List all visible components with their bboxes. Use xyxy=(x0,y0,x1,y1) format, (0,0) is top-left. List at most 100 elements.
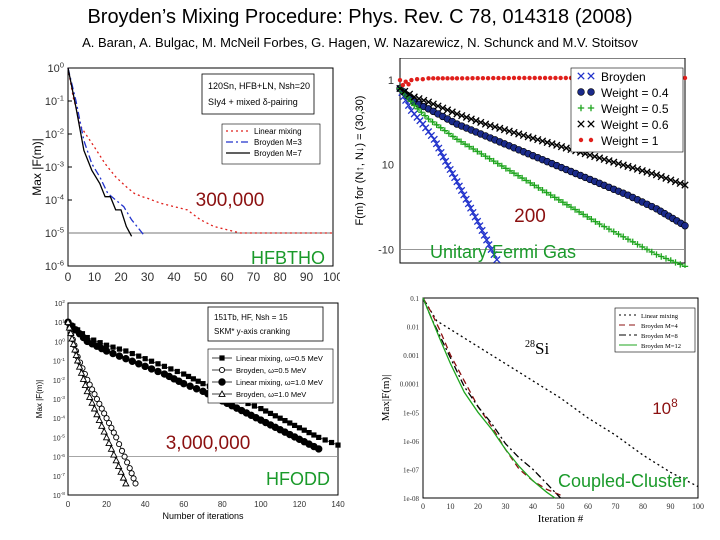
unitary-fermi-gas-chart: 1 10 -10 F(m) for (N↑, N↓) = (30,30) Broyden… xyxy=(345,58,690,268)
data-point xyxy=(455,182,463,190)
y-tick-label: 10-3 xyxy=(45,160,64,174)
data-point xyxy=(681,263,689,268)
data-point xyxy=(648,248,655,256)
y-axis-label: Max|F(m)| xyxy=(380,375,392,422)
y-tick-label: 10-5 xyxy=(53,434,65,443)
data-point xyxy=(472,117,480,125)
data-point xyxy=(614,159,623,168)
legend-label: Linear mixing, ω=1.0 MeV xyxy=(236,378,323,387)
data-point xyxy=(154,367,162,376)
data-point xyxy=(128,357,136,365)
data-point xyxy=(516,75,522,81)
data-point xyxy=(615,230,622,238)
data-point xyxy=(543,189,550,196)
data-point xyxy=(605,225,613,233)
data-point xyxy=(110,429,117,436)
data-point xyxy=(126,465,133,472)
data-point xyxy=(457,138,465,145)
data-point xyxy=(429,100,437,108)
data-point xyxy=(524,133,532,141)
data-point xyxy=(424,128,433,136)
data-point xyxy=(478,226,486,235)
data-point xyxy=(69,340,78,347)
data-point xyxy=(124,459,131,466)
data-point xyxy=(551,194,558,201)
data-point xyxy=(522,75,527,81)
data-point xyxy=(514,172,522,179)
y-tick-label: 10-3 xyxy=(53,395,65,404)
data-point xyxy=(537,75,543,81)
data-point xyxy=(506,75,512,81)
legend-marker xyxy=(588,137,594,143)
data-point xyxy=(441,127,448,134)
data-point xyxy=(601,223,608,230)
data-point xyxy=(148,358,155,364)
data-point xyxy=(429,118,436,126)
data-point xyxy=(529,134,537,142)
data-point xyxy=(610,228,617,235)
info-line: 151Tb, HF, Nsh = 15 xyxy=(214,313,288,322)
legend-marker xyxy=(218,366,226,374)
data-point xyxy=(535,184,542,191)
data-point xyxy=(301,427,307,433)
legend-marker xyxy=(587,88,595,96)
data-point xyxy=(112,456,120,464)
y-tick-label: 10-2 xyxy=(45,127,64,141)
data-point xyxy=(657,172,665,181)
data-point xyxy=(420,76,425,82)
info-box xyxy=(207,306,324,342)
y-tick-label: 10-7 xyxy=(53,472,65,481)
data-point xyxy=(437,148,445,157)
data-point xyxy=(93,410,101,418)
data-point xyxy=(502,165,510,172)
data-point xyxy=(588,215,595,223)
data-point xyxy=(263,408,269,414)
data-point xyxy=(543,138,551,147)
data-point xyxy=(620,233,627,240)
data-point xyxy=(114,462,123,470)
data-point xyxy=(316,434,322,440)
data-point xyxy=(433,121,440,129)
data-point xyxy=(103,415,110,422)
data-point xyxy=(482,236,491,244)
series-line-1 xyxy=(422,297,561,496)
data-point xyxy=(667,176,675,184)
data-point xyxy=(465,76,470,81)
data-point xyxy=(81,381,90,389)
data-point xyxy=(624,236,632,243)
x-tick-label: 80 xyxy=(273,270,287,284)
data-point xyxy=(466,143,473,150)
data-point xyxy=(89,386,96,393)
data-point xyxy=(90,404,99,412)
data-point xyxy=(629,164,637,172)
iteration-count-annotation: 3,000,000 xyxy=(166,433,251,454)
x-tick-label: 60 xyxy=(220,270,234,284)
data-point xyxy=(161,363,168,369)
data-point xyxy=(610,158,618,166)
y-tick-label: 10-6 xyxy=(45,259,64,273)
data-point xyxy=(496,124,504,132)
x-tick-label: 140 xyxy=(331,500,345,509)
series-line-2 xyxy=(67,67,133,237)
data-point xyxy=(515,130,523,138)
data-point xyxy=(454,76,460,81)
data-point xyxy=(475,76,480,81)
data-point xyxy=(511,75,517,81)
data-point xyxy=(85,393,94,400)
data-point xyxy=(453,110,461,118)
y-tick-label: 10-4 xyxy=(53,414,65,423)
data-point xyxy=(64,318,72,326)
data-point xyxy=(425,115,432,123)
data-point xyxy=(446,165,454,174)
data-point xyxy=(467,115,475,123)
x-tick-label: 90 xyxy=(300,270,314,284)
data-point xyxy=(605,157,613,165)
data-point xyxy=(155,361,161,367)
data-point xyxy=(450,76,455,81)
data-point xyxy=(462,113,471,121)
x-tick-label: 60 xyxy=(584,502,592,511)
data-point xyxy=(563,75,569,81)
legend-label: Weight = 0.6 xyxy=(601,118,669,132)
series-line-3 xyxy=(422,297,556,499)
data-point xyxy=(322,437,328,443)
